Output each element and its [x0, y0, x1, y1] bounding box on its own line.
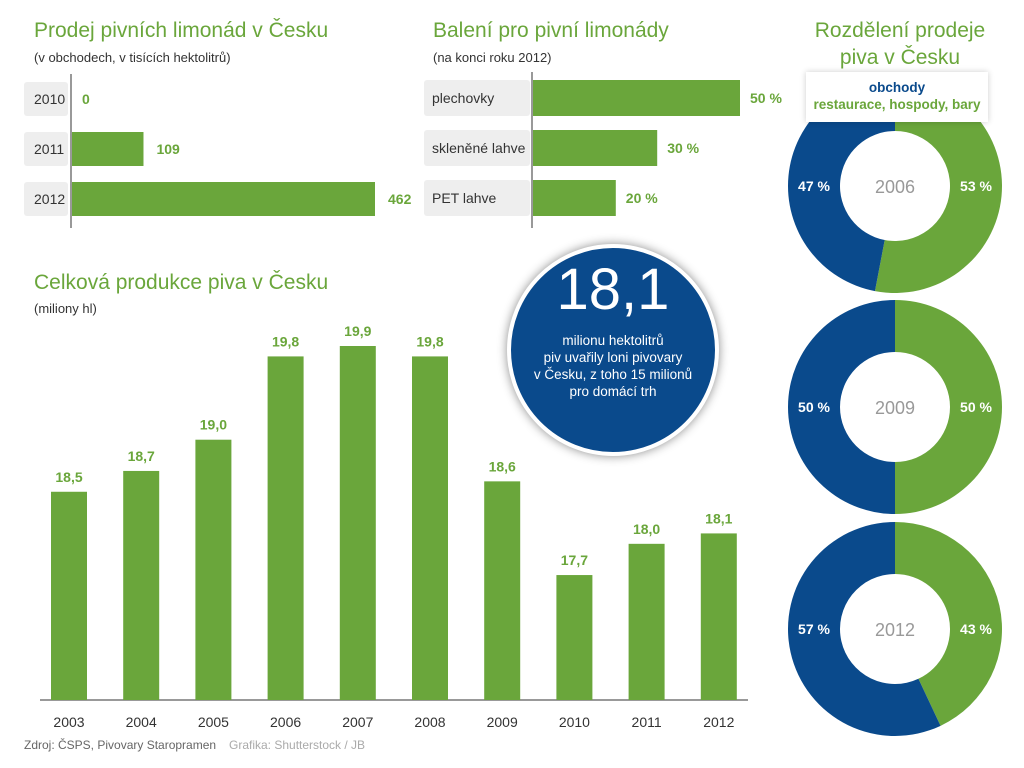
packaging-bar-2	[533, 180, 616, 216]
lemonade-category-2011: 2011	[34, 141, 64, 157]
production-bar-2009	[484, 481, 521, 700]
lemonade-title: Prodej pivních limonád v Česku	[34, 19, 329, 42]
production-subtitle: (miliony hl)	[34, 301, 97, 316]
donut-2009-shops	[788, 300, 895, 514]
donut-2012-shops-label: 57 %	[798, 621, 830, 637]
production-year-2003: 2003	[53, 714, 84, 730]
production-bar-2008	[412, 356, 448, 700]
donut-2009-restaurants	[895, 300, 1002, 514]
production-bar-2007	[339, 346, 376, 700]
lemonade-category-2010: 2010	[34, 91, 65, 107]
source-note: Zdroj: ČSPS, Pivovary Staropramen	[24, 738, 217, 752]
production-value-2004: 18,7	[128, 448, 155, 464]
lemonade-category-2012: 2012	[34, 191, 65, 207]
legend-shops: obchody	[868, 80, 926, 95]
packaging-value-2: 20 %	[626, 190, 658, 206]
lemonade-tag-2012	[24, 182, 68, 216]
graphic-credit: Grafika: Shutterstock / JB	[229, 738, 366, 752]
production-value-2012: 18,1	[705, 510, 732, 526]
highlight-text-3: v Česku, z toho 15 milionů	[533, 367, 693, 382]
production-year-2007: 2007	[342, 714, 373, 730]
highlight-text-2: piv uvařily loni pivovary	[543, 350, 683, 365]
production-year-2008: 2008	[414, 714, 445, 730]
production-bar-2003	[51, 491, 87, 700]
lemonade-value-2010: 0	[82, 91, 90, 107]
production-year-2011: 2011	[632, 714, 662, 730]
packaging-bar-0	[533, 80, 740, 116]
packaging-tag-0	[424, 80, 530, 116]
highlight-text-1: milionu hektolitrů	[562, 333, 664, 348]
legend-restaurants: restaurace, hospody, bary	[813, 97, 981, 112]
production-value-2010: 17,7	[561, 552, 588, 568]
production-bar-2004	[123, 470, 160, 700]
donut-2009-shops-label: 50 %	[798, 399, 830, 415]
lemonade-value-2011: 109	[156, 141, 180, 157]
production-bar-2011	[628, 543, 665, 700]
donut-2009-year: 2009	[875, 398, 915, 418]
donut-2006-shops	[788, 79, 895, 292]
highlight-number: 18,1	[556, 257, 670, 322]
donut-2006-year: 2006	[875, 177, 915, 197]
packaging-category-1: skleněné lahve	[432, 140, 526, 156]
donut-2006-shops-label: 47 %	[798, 178, 830, 194]
packaging-title: Balení pro pivní limonády	[433, 19, 669, 42]
packaging-bar-1	[533, 130, 658, 166]
production-year-2012: 2012	[703, 714, 734, 730]
production-value-2005: 19,0	[200, 417, 227, 433]
production-value-2003: 18,5	[55, 469, 82, 485]
packaging-value-0: 50 %	[750, 90, 782, 106]
packaging-tag-1	[424, 130, 530, 166]
share-title-line2: piva v Česku	[839, 46, 961, 69]
donut-2012-year: 2012	[875, 620, 915, 640]
donut-2012-shops	[787, 522, 941, 737]
production-year-2010: 2010	[559, 714, 590, 730]
production-bar-2012	[700, 533, 737, 700]
packaging-subtitle: (na konci roku 2012)	[433, 50, 552, 65]
lemonade-value-2012: 462	[388, 191, 412, 207]
donut-2009-restaurants-label: 50 %	[960, 399, 992, 415]
production-value-2009: 18,6	[489, 458, 516, 474]
production-bar-2006	[267, 356, 304, 700]
production-year-2005: 2005	[198, 714, 229, 730]
production-title: Celková produkce piva v Česku	[34, 271, 329, 294]
donut-2012-restaurants-label: 43 %	[960, 621, 992, 637]
highlight-text-4: pro domácí trh	[569, 384, 657, 399]
production-year-2009: 2009	[487, 714, 518, 730]
lemonade-tag-2011	[24, 132, 68, 166]
production-value-2011: 18,0	[633, 521, 660, 537]
packaging-value-1: 30 %	[667, 140, 699, 156]
donut-2012-restaurants	[895, 522, 1002, 726]
packaging-tag-2	[424, 180, 530, 216]
lemonade-tag-2010	[24, 82, 68, 116]
production-value-2007: 19,9	[344, 323, 371, 339]
packaging-category-0: plechovky	[432, 90, 494, 106]
production-bar-2010	[556, 575, 593, 700]
lemonade-subtitle: (v obchodech, v tisících hektolitrů)	[34, 50, 231, 65]
production-value-2006: 19,8	[272, 333, 299, 349]
production-year-2004: 2004	[126, 714, 157, 730]
lemonade-bar-2011	[72, 132, 144, 166]
share-title-line1: Rozdělení prodeje	[814, 19, 986, 42]
production-bar-2005	[195, 439, 232, 700]
highlight-circle: 18,1 milionu hektolitrů piv uvařily loni…	[507, 244, 719, 456]
share-legend: obchody restaurace, hospody, bary	[806, 72, 988, 122]
donut-2006-restaurants-label: 53 %	[960, 178, 992, 194]
packaging-category-2: PET lahve	[432, 190, 497, 206]
donut-2006-restaurants	[874, 79, 1002, 293]
lemonade-bar-2012	[72, 182, 375, 216]
production-year-2006: 2006	[270, 714, 301, 730]
production-value-2008: 19,8	[416, 333, 443, 349]
